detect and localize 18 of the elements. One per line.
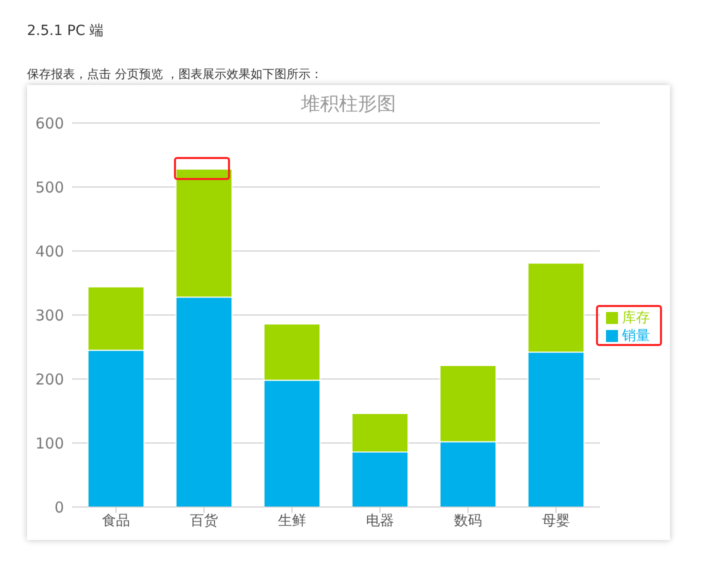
x-tick-label: 电器	[366, 512, 394, 529]
y-tick-label: 0	[54, 498, 64, 516]
x-tick-label: 生鲜	[278, 512, 306, 529]
y-tick-label: 100	[35, 434, 64, 452]
chart-title: 堆积柱形图	[301, 93, 396, 115]
legend-label: 库存	[622, 310, 650, 326]
y-tick-label: 300	[35, 306, 64, 324]
x-tick-label: 数码	[454, 512, 482, 529]
text: 2.5.1 PC 端	[27, 22, 104, 40]
legend-label: 销量	[622, 328, 650, 344]
y-tick-label: 600	[35, 114, 64, 132]
y-tick-label: 200	[35, 370, 64, 388]
y-tick-label: 500	[35, 178, 64, 196]
x-tick-label: 母婴	[542, 512, 570, 529]
x-tick-label: 食品	[102, 512, 130, 529]
y-tick-label: 400	[35, 242, 64, 260]
text: 保存报表，点击 分页预览 ，图表展示效果如下图所示：	[27, 66, 323, 83]
x-tick-label: 百货	[190, 512, 218, 529]
